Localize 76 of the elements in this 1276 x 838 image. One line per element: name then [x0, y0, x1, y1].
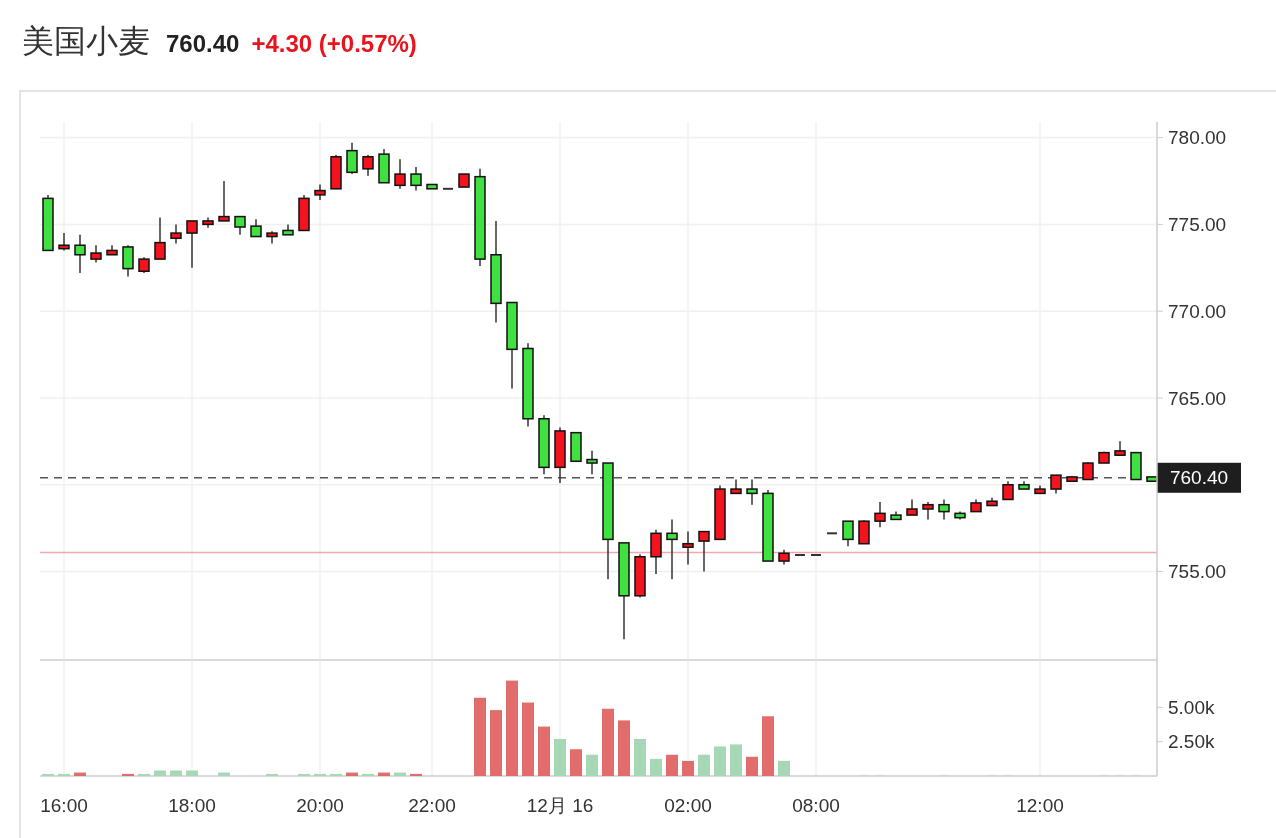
candlestick — [362, 154, 374, 177]
bar — [362, 773, 374, 776]
x-tick-label: 02:00 — [664, 795, 712, 816]
candlestick — [858, 519, 870, 545]
bar — [682, 760, 694, 776]
x-tick-label: 12:00 — [1016, 795, 1064, 816]
ref-line-label: 760.40 — [1169, 467, 1229, 489]
bar — [42, 773, 54, 776]
bar — [138, 773, 150, 776]
bar — [538, 726, 550, 776]
bar — [570, 749, 582, 776]
bar — [314, 773, 326, 776]
bar — [410, 773, 422, 776]
candlestick — [234, 215, 246, 236]
bar — [554, 738, 566, 776]
candlestick — [1002, 480, 1014, 501]
candlestick — [842, 520, 854, 548]
chart-title: 美国小麦 — [22, 23, 150, 59]
y-tick-label: 775.00 — [1168, 214, 1227, 236]
y-tick-label: 765.00 — [1168, 387, 1227, 409]
x-tick-label: 08:00 — [792, 795, 840, 816]
text: 760.40 — [166, 30, 240, 57]
candlestick — [218, 180, 230, 222]
candlestick — [1050, 474, 1062, 495]
x-tick-label: 16:00 — [40, 795, 88, 816]
candlestick — [74, 234, 86, 274]
y-tick-label: 780.00 — [1168, 127, 1227, 149]
candlestick — [698, 530, 710, 573]
candlestick — [154, 216, 166, 260]
text: +4.30 (+0.57%) — [251, 30, 417, 57]
candlestick — [938, 498, 950, 521]
bar — [330, 773, 342, 776]
bar — [266, 773, 278, 776]
candlestick — [682, 530, 694, 566]
candlestick — [58, 232, 70, 252]
candlestick — [394, 158, 406, 190]
x-tick-label: 20:00 — [296, 795, 344, 816]
x-tick-label: 18:00 — [168, 795, 216, 816]
bar — [490, 710, 502, 776]
bar — [522, 702, 534, 776]
bar — [650, 758, 662, 776]
x-tick-label: 22:00 — [408, 795, 456, 816]
bar — [746, 756, 758, 776]
bar — [634, 738, 646, 776]
bar — [618, 720, 630, 776]
y-tick-label: 755.00 — [1168, 561, 1227, 583]
candlestick — [346, 142, 358, 175]
y-tick-label: 5.00k — [1168, 697, 1215, 719]
bar — [474, 697, 486, 776]
candlestick — [410, 166, 422, 192]
y-tick-label: 770.00 — [1168, 300, 1227, 322]
candlestick — [186, 220, 198, 269]
bar — [730, 744, 742, 776]
bar — [714, 746, 726, 776]
bar — [666, 754, 678, 776]
bar — [586, 754, 598, 776]
bar — [186, 770, 198, 776]
bar — [698, 754, 710, 776]
candlestick — [666, 518, 678, 581]
bar — [298, 773, 310, 776]
bar — [778, 760, 790, 776]
x-tick-label: 12月 16 — [526, 795, 594, 816]
candlestick — [170, 223, 182, 245]
bar — [170, 770, 182, 776]
bar — [58, 773, 70, 776]
bar — [506, 680, 518, 776]
candlestick — [586, 450, 598, 476]
y-tick-label: 2.50k — [1168, 731, 1215, 753]
bar — [154, 770, 166, 776]
bar — [122, 773, 134, 776]
bar — [602, 708, 614, 776]
candlestick — [122, 244, 134, 278]
candlestick — [746, 478, 758, 506]
bar — [762, 716, 774, 776]
candlestick — [650, 529, 662, 575]
candlestick — [874, 501, 886, 528]
